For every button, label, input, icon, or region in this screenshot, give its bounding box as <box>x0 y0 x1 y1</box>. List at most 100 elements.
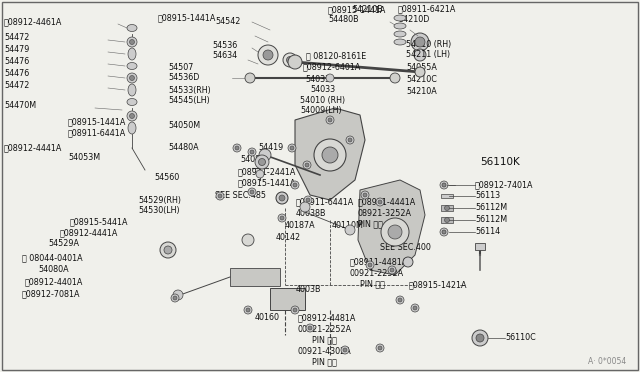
Ellipse shape <box>394 15 406 21</box>
Text: PIN ピン: PIN ピン <box>360 279 385 289</box>
Text: 54530(LH): 54530(LH) <box>138 205 180 215</box>
Circle shape <box>291 306 299 314</box>
Text: ⓝ08912-7401A: ⓝ08912-7401A <box>475 180 534 189</box>
Bar <box>441 217 453 223</box>
Text: 54210 (RH): 54210 (RH) <box>406 41 451 49</box>
Bar <box>475 243 485 250</box>
Text: 54053M: 54053M <box>68 154 100 163</box>
Circle shape <box>259 149 271 161</box>
Text: ⓜ08915-1441A: ⓜ08915-1441A <box>68 118 126 126</box>
Text: 54010 (RH): 54010 (RH) <box>300 96 345 105</box>
Text: 54033: 54033 <box>310 86 335 94</box>
Circle shape <box>245 73 255 83</box>
Circle shape <box>442 183 446 187</box>
Text: SEE SEC.400: SEE SEC.400 <box>380 243 431 251</box>
Circle shape <box>171 294 179 302</box>
Circle shape <box>279 195 285 201</box>
Text: 56112M: 56112M <box>475 215 507 224</box>
Text: 54033: 54033 <box>305 74 330 83</box>
Circle shape <box>290 146 294 150</box>
Circle shape <box>388 266 396 274</box>
Circle shape <box>440 181 448 189</box>
Text: 54419: 54419 <box>258 144 284 153</box>
Circle shape <box>127 111 137 121</box>
Circle shape <box>250 190 254 194</box>
Circle shape <box>396 296 404 304</box>
Text: 40187A: 40187A <box>285 221 316 230</box>
Circle shape <box>233 144 241 152</box>
Ellipse shape <box>127 99 137 106</box>
Circle shape <box>246 308 250 312</box>
Circle shape <box>308 326 312 330</box>
Circle shape <box>300 202 310 212</box>
Text: ⓝ08912-4441A: ⓝ08912-4441A <box>4 144 62 153</box>
Circle shape <box>258 45 278 65</box>
Circle shape <box>414 49 426 61</box>
Text: 54536D: 54536D <box>168 74 200 83</box>
Text: ⓝ08911-6441A: ⓝ08911-6441A <box>68 128 126 138</box>
Text: 54533(RH): 54533(RH) <box>168 86 211 94</box>
Text: ⓝ08911-4481A: ⓝ08911-4481A <box>350 257 408 266</box>
Circle shape <box>445 205 449 211</box>
Circle shape <box>376 198 384 206</box>
Circle shape <box>216 192 224 200</box>
Circle shape <box>164 246 172 254</box>
Circle shape <box>263 50 273 60</box>
Text: 54080A: 54080A <box>38 266 68 275</box>
Circle shape <box>276 192 288 204</box>
Text: 54634: 54634 <box>212 51 237 60</box>
Text: PIN ピン: PIN ピン <box>358 219 383 228</box>
Text: 56113: 56113 <box>475 192 500 201</box>
Text: PIN ピン: PIN ピン <box>312 336 337 344</box>
Bar <box>441 194 453 198</box>
Circle shape <box>326 116 334 124</box>
Circle shape <box>343 348 347 352</box>
Polygon shape <box>165 140 310 192</box>
Circle shape <box>415 37 425 47</box>
Bar <box>230 268 280 286</box>
Ellipse shape <box>128 84 136 96</box>
Circle shape <box>256 170 264 178</box>
Text: 54480A: 54480A <box>168 144 198 153</box>
Circle shape <box>345 225 355 235</box>
Circle shape <box>305 163 309 167</box>
Text: ⓜ08915-1441A: ⓜ08915-1441A <box>238 179 296 187</box>
Circle shape <box>388 225 402 239</box>
Bar <box>430 168 628 356</box>
Ellipse shape <box>394 31 406 37</box>
Polygon shape <box>360 220 430 278</box>
Text: 40110M: 40110M <box>332 221 364 230</box>
Circle shape <box>280 216 284 220</box>
Circle shape <box>291 181 299 189</box>
Circle shape <box>346 136 354 144</box>
Text: 54210C: 54210C <box>406 76 437 84</box>
Text: 4003B: 4003B <box>296 285 321 295</box>
Circle shape <box>381 218 409 246</box>
Circle shape <box>411 304 419 312</box>
Circle shape <box>390 73 400 83</box>
Text: PIN ピン: PIN ピン <box>312 357 337 366</box>
Circle shape <box>363 193 367 197</box>
Circle shape <box>248 148 256 156</box>
Circle shape <box>303 161 311 169</box>
Circle shape <box>288 55 302 69</box>
Text: 40038B: 40038B <box>296 208 326 218</box>
Circle shape <box>322 147 338 163</box>
Ellipse shape <box>128 122 136 134</box>
Polygon shape <box>138 225 285 275</box>
Circle shape <box>413 306 417 310</box>
Circle shape <box>415 67 425 77</box>
Circle shape <box>129 113 134 119</box>
Circle shape <box>218 194 222 198</box>
Text: 54479: 54479 <box>4 45 29 55</box>
Circle shape <box>472 330 488 346</box>
Circle shape <box>378 346 382 350</box>
Circle shape <box>160 242 176 258</box>
Text: 40142: 40142 <box>276 232 301 241</box>
Text: 54560: 54560 <box>154 173 179 183</box>
Text: 00921-4302A: 00921-4302A <box>298 346 352 356</box>
Text: Ⓑ 08044-0401A: Ⓑ 08044-0401A <box>22 253 83 263</box>
Text: 54480B: 54480B <box>328 16 358 25</box>
Circle shape <box>293 308 297 312</box>
Circle shape <box>411 33 429 51</box>
